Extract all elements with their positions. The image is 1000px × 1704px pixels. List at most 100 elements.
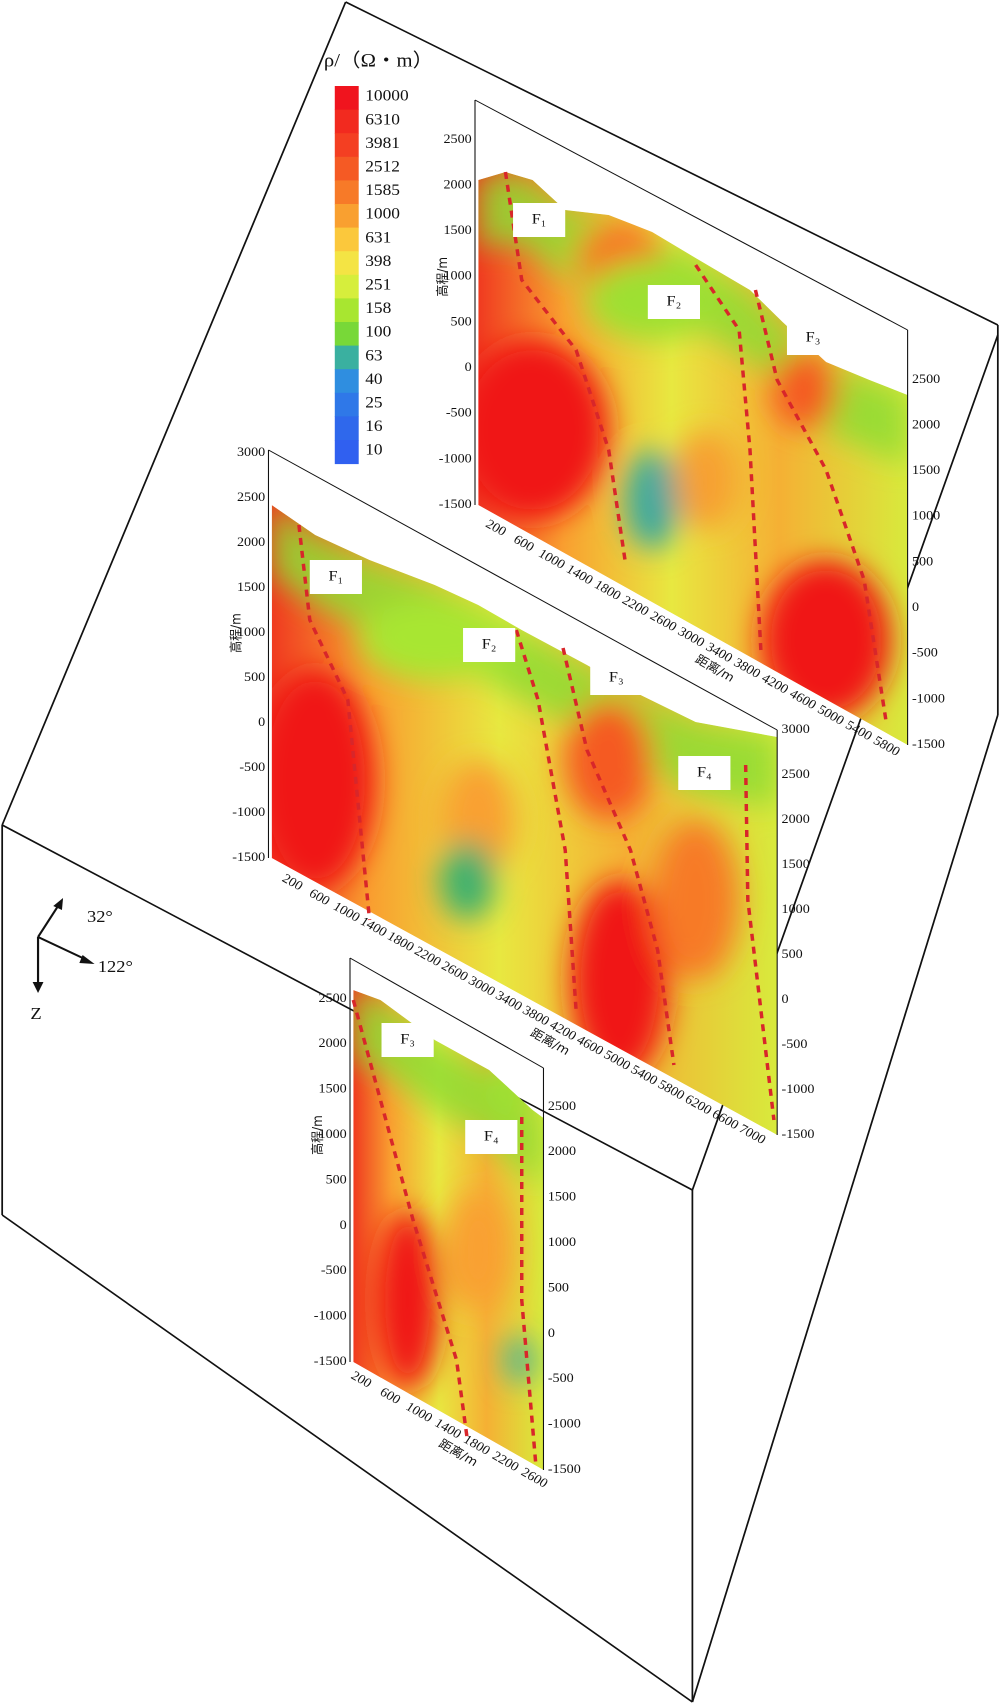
legend-label: 398	[365, 252, 391, 270]
fault-label: F₂	[482, 636, 497, 652]
fault-line	[503, 171, 627, 561]
field-blob	[760, 560, 892, 720]
y2-tick-label: 500	[548, 1280, 569, 1294]
legend-label: 251	[365, 275, 391, 293]
fault-label: F₄	[697, 764, 712, 780]
y-tick-label: -1000	[232, 804, 265, 818]
legend-label: 158	[365, 299, 391, 317]
legend-swatch	[334, 416, 359, 441]
fault-label: F₂	[667, 293, 682, 309]
legend-swatch	[334, 392, 359, 417]
y2-tick-label: 2500	[782, 766, 810, 780]
y2-tick-label: 1500	[782, 856, 810, 870]
fault-label-box	[786, 321, 840, 355]
y-tick-label: 2000	[319, 1036, 347, 1050]
y2-tick-label: 2500	[548, 1098, 576, 1112]
sections: 25002000150010005000-500-1000-1500250020…	[228, 99, 945, 1491]
legend-swatch	[334, 322, 359, 347]
field-blob	[506, 1335, 533, 1385]
legend-label: 25	[365, 393, 382, 411]
frame-top	[474, 99, 908, 331]
y2-tick-label: 1000	[548, 1234, 576, 1248]
y-tick-label: -500	[321, 1263, 347, 1277]
y-tick-label: 1000	[444, 268, 472, 282]
legend-swatch	[334, 251, 359, 276]
x-tick-label: 2600	[519, 1465, 551, 1491]
legend-swatch	[334, 86, 359, 111]
fault-line	[561, 647, 676, 1066]
compass: 32° 122° Z	[30, 898, 133, 1023]
y2-tick-label: 3000	[782, 721, 810, 735]
field-blob	[483, 1060, 539, 1120]
y2-tick-label: -500	[548, 1371, 574, 1385]
fault-line	[753, 289, 888, 721]
field-blob	[673, 430, 740, 530]
y2-tick-label: 500	[782, 946, 803, 960]
y2-tick-label: -1500	[782, 1126, 815, 1140]
legend-label: 1585	[365, 181, 400, 199]
field-blob	[771, 350, 837, 430]
fault-label: F₃	[609, 669, 624, 685]
legend-swatch	[334, 156, 359, 181]
compass-down: Z	[30, 1004, 41, 1023]
y-tick-label: -1000	[314, 1308, 347, 1322]
y2-tick-label: 500	[912, 554, 933, 568]
y2-tick-label: -1000	[912, 691, 945, 705]
y2-tick-label: 2500	[912, 371, 940, 385]
field-blob	[445, 1190, 511, 1310]
y-tick-label: 2000	[444, 177, 472, 191]
fault-label-box	[381, 1023, 434, 1057]
y-tick-label: 1500	[237, 579, 265, 593]
y-tick-label: 500	[326, 1172, 347, 1186]
y-tick-label: 0	[258, 714, 265, 728]
y-tick-label: -500	[239, 759, 265, 773]
fault-line	[743, 764, 776, 1121]
fault-label: F₄	[484, 1128, 499, 1144]
y-tick-label: -1500	[232, 849, 265, 863]
y-tick-label: 1500	[444, 223, 472, 237]
fault-label: F₃	[400, 1031, 415, 1047]
fault-label-box	[513, 203, 566, 237]
field-blob	[375, 1210, 441, 1390]
y-axis-label: 高程/m	[435, 257, 451, 297]
y-tick-label: 0	[465, 360, 472, 374]
y-tick-label: 0	[340, 1217, 347, 1231]
field-blob	[652, 820, 740, 980]
fault-label: F₁	[532, 211, 547, 227]
legend-label: 6310	[365, 110, 400, 128]
y-tick-label: 500	[244, 669, 265, 683]
legend-swatch	[334, 274, 359, 299]
y2-tick-label: -500	[912, 645, 938, 659]
y-tick-label: 1500	[319, 1081, 347, 1095]
y2-tick-label: -1000	[782, 1081, 815, 1095]
y-tick-label: 2000	[237, 534, 265, 548]
fault-label-box	[590, 661, 643, 695]
field-blob	[565, 700, 653, 820]
y2-tick-label: 0	[782, 991, 789, 1005]
y2-tick-label: -1000	[548, 1416, 581, 1430]
y2-tick-label: 2000	[912, 417, 940, 431]
y-axis-label: 高程/m	[228, 613, 244, 653]
fault-label-box	[309, 560, 362, 594]
legend-swatch	[334, 345, 359, 370]
y-tick-label: -1000	[439, 451, 472, 465]
fault-line	[351, 999, 470, 1441]
legend-label: 3981	[365, 134, 400, 152]
legend-label: 1000	[365, 204, 400, 222]
y2-tick-label: 0	[912, 600, 919, 614]
legend-swatch	[334, 369, 359, 394]
y2-tick-label: 2000	[782, 811, 810, 825]
legend-label: 2512	[365, 157, 400, 175]
legend-label: 10000	[365, 86, 408, 104]
fault-label-box	[465, 1120, 518, 1154]
y-tick-label: 1000	[319, 1126, 347, 1140]
y-tick-label: -500	[446, 405, 472, 419]
fault-line	[694, 264, 763, 651]
legend-label: 40	[365, 370, 382, 388]
y-tick-label: 3000	[237, 444, 265, 458]
legend-label: 16	[365, 417, 382, 435]
y-tick-label: 2500	[237, 489, 265, 503]
